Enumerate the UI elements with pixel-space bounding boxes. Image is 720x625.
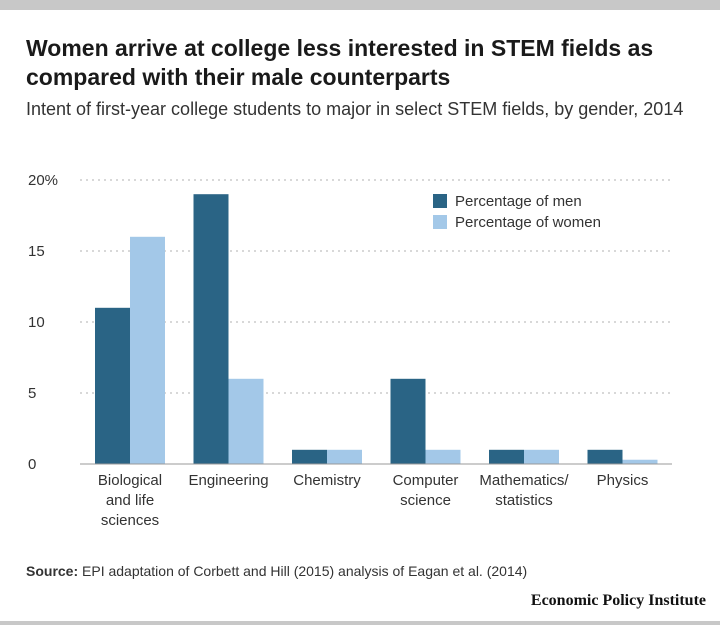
x-tick-label: science: [400, 492, 451, 509]
x-tick-label: statistics: [495, 492, 553, 509]
x-tick-label: Mathematics/: [479, 472, 569, 489]
bar-women-2: [327, 449, 362, 464]
source-text: EPI adaptation of Corbett and Hill (2015…: [82, 563, 528, 579]
source-label: Source:: [26, 563, 79, 579]
bar-women-5: [622, 459, 658, 464]
bottom-border: [0, 621, 720, 625]
legend-swatch-women: [433, 215, 447, 229]
chart-subtitle: Intent of first-year college students to…: [26, 99, 684, 119]
bar-men-4: [489, 449, 524, 464]
bar-women-3: [425, 449, 461, 464]
x-tick-label: and life: [106, 492, 154, 509]
bar-men-3: [390, 378, 426, 464]
legend-label-men: Percentage of men: [455, 193, 582, 210]
bar-men-0: [95, 307, 130, 464]
x-tick-label: Computer: [393, 472, 459, 489]
y-tick-label: 5: [28, 385, 36, 402]
top-border: [0, 0, 720, 10]
x-tick-label: Engineering: [188, 472, 268, 489]
bar-men-1: [193, 194, 229, 464]
legend-label-women: Percentage of women: [455, 214, 601, 231]
y-tick-label: 15: [28, 243, 45, 260]
x-tick-label: sciences: [101, 512, 159, 529]
bar-men-2: [292, 449, 327, 464]
bars: [95, 194, 658, 464]
x-axis-labels: Biological and life sciences Engineering Che…: [98, 472, 648, 529]
x-tick-label: Biological: [98, 472, 162, 489]
x-tick-label: Chemistry: [293, 472, 361, 489]
x-tick-label: Physics: [597, 472, 649, 489]
gridlines: [80, 179, 672, 394]
bar-chart: 0 5 10 15 20% Biological and life sciences Engi…: [28, 172, 672, 529]
legend-swatch-men: [433, 194, 447, 208]
y-tick-label: 20%: [28, 172, 58, 189]
y-axis-ticks: 0 5 10 15 20%: [28, 172, 58, 473]
chart-title: Women arrive at college less interested …: [26, 35, 654, 90]
source-note: Source: EPI adaptation of Corbett and Hi…: [26, 563, 706, 579]
y-tick-label: 0: [28, 456, 36, 473]
bar-women-1: [228, 378, 264, 464]
bar-women-4: [524, 449, 559, 464]
legend: Percentage of men Percentage of women: [433, 193, 601, 231]
brand-wordmark: Economic Policy Institute: [530, 592, 706, 609]
bar-men-5: [587, 449, 623, 464]
y-tick-label: 10: [28, 314, 45, 331]
bar-women-0: [130, 236, 165, 464]
